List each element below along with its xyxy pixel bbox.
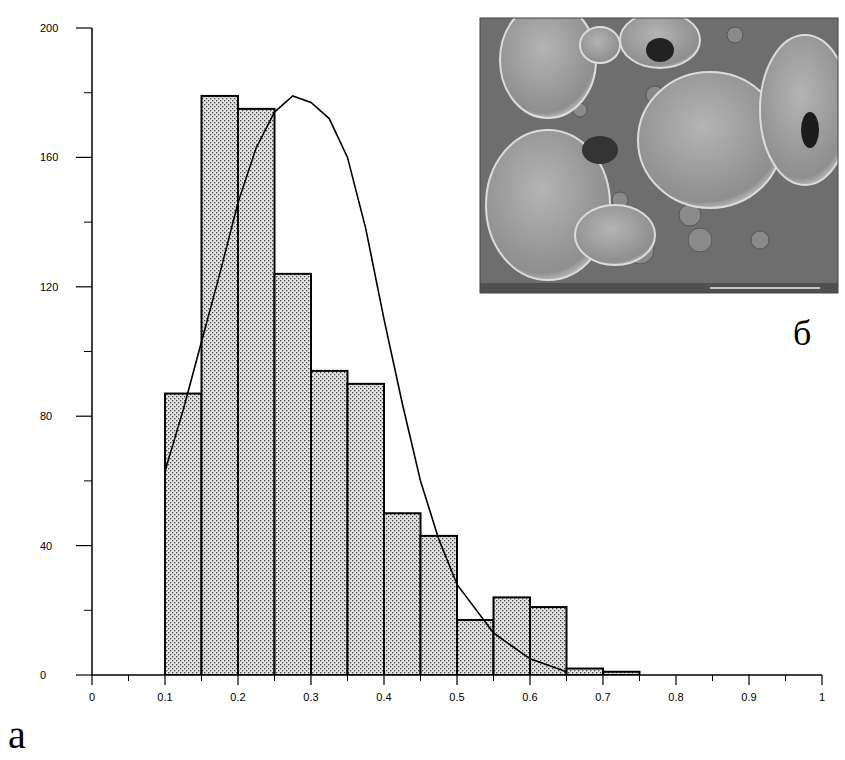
inset-pore — [688, 228, 712, 252]
inset-scale-bar — [710, 287, 820, 289]
x-tick — [310, 675, 311, 685]
x-tick — [675, 675, 676, 685]
x-tick — [748, 675, 749, 685]
y-minor-tick — [84, 92, 92, 93]
y-tick — [76, 545, 92, 546]
x-tick — [383, 675, 384, 685]
x-tick — [164, 675, 165, 685]
inset-image — [480, 2, 845, 293]
y-minor-tick — [84, 480, 92, 481]
x-tick — [91, 675, 92, 685]
y-tick-label: 160 — [40, 151, 58, 163]
y-tick — [76, 416, 92, 417]
inset-pore — [646, 38, 674, 62]
histogram-bar — [567, 669, 604, 675]
x-tick-label: 0.6 — [522, 691, 537, 703]
y-minor-tick — [84, 351, 92, 352]
y-tick — [76, 157, 92, 158]
histogram-bar — [384, 513, 421, 675]
x-tick-label: 0.5 — [449, 691, 464, 703]
histogram-bar — [457, 620, 494, 675]
histogram-bar — [348, 384, 385, 675]
x-tick — [237, 675, 238, 685]
x-minor-tick — [347, 675, 348, 681]
y-tick — [76, 286, 92, 287]
x-tick-label: 0.2 — [230, 691, 245, 703]
panel-label: а — [8, 712, 26, 757]
inset-pore — [582, 136, 618, 164]
x-minor-tick — [712, 675, 713, 681]
y-tick-label: 0 — [40, 669, 46, 681]
histogram-bar — [275, 274, 312, 675]
inset-pore — [751, 231, 769, 249]
inset-grain — [620, 18, 700, 68]
x-minor-tick — [639, 675, 640, 681]
histogram-bar — [238, 109, 275, 675]
inset-pore — [801, 112, 819, 148]
x-minor-tick — [420, 675, 421, 681]
x-minor-tick — [493, 675, 494, 681]
y-minor-tick — [84, 222, 92, 223]
x-tick-label: 0 — [89, 691, 95, 703]
y-tick — [76, 27, 92, 28]
chart: 0 40 80 120 160 200 0 0.1 0.2 0.3 0.4 0.5 0.6 0.7 0.8 0… — [0, 0, 845, 760]
histogram-bar — [311, 371, 348, 675]
x-tick-label: 0.1 — [157, 691, 172, 703]
x-tick — [529, 675, 530, 685]
inset-grain — [500, 18, 596, 118]
x-tick — [821, 675, 822, 685]
x-tick-label: 0.4 — [376, 691, 391, 703]
histogram-bar — [421, 536, 458, 675]
plot-area — [165, 96, 640, 675]
x-minor-tick — [128, 675, 129, 681]
inset-grain — [580, 27, 620, 63]
histogram-bar — [202, 96, 239, 675]
y-tick — [76, 674, 92, 675]
x-minor-tick — [566, 675, 567, 681]
inset-label: б — [793, 313, 811, 353]
x-tick-label: 0.3 — [303, 691, 318, 703]
inset-grain — [760, 35, 838, 185]
x-tick-label: 0.7 — [595, 691, 610, 703]
y-tick-label: 40 — [40, 540, 52, 552]
x-tick-label: 0.9 — [741, 691, 756, 703]
x-minor-tick — [201, 675, 202, 681]
y-tick-label: 80 — [40, 410, 52, 422]
x-tick — [456, 675, 457, 685]
inset-grain — [575, 205, 655, 265]
x-minor-tick — [785, 675, 786, 681]
inset-frame — [480, 18, 838, 293]
inset-pore — [727, 27, 743, 43]
x-tick-label: 1 — [819, 691, 825, 703]
histogram-bar — [165, 394, 202, 675]
y-minor-tick — [84, 610, 92, 611]
inset-info-bar — [480, 283, 838, 293]
y-tick-label: 120 — [40, 281, 58, 293]
x-minor-tick — [274, 675, 275, 681]
x-tick — [602, 675, 603, 685]
y-tick-label: 200 — [40, 22, 58, 34]
x-tick-label: 0.8 — [668, 691, 683, 703]
